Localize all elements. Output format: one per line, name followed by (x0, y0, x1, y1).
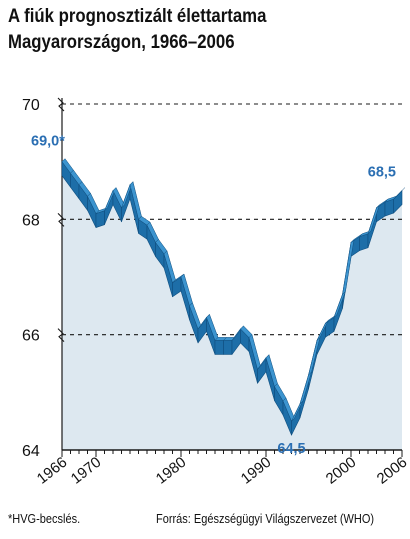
footnote-estimate: *HVG-becslés. (8, 512, 81, 526)
data-point-1972 (111, 195, 116, 200)
y-tick-label-64: 64 (22, 443, 40, 460)
data-point-1978 (162, 258, 167, 263)
data-point-1991 (272, 391, 277, 396)
x-tick-label-1980: 1980 (153, 454, 190, 488)
data-point-1976 (145, 230, 150, 235)
data-point-1993 (289, 426, 294, 431)
data-point-1983 (204, 322, 209, 327)
data-point-1969 (85, 201, 90, 206)
data-point-1981 (187, 310, 192, 315)
data-point-1974 (128, 189, 133, 194)
data-point-2002 (366, 238, 371, 243)
chart-title-line-2: Magyarországon, 1966–2006 (8, 31, 235, 53)
data-point-1987 (238, 333, 243, 338)
data-point-1977 (153, 247, 158, 252)
data-point-1998 (332, 322, 337, 327)
x-tick-label-1970: 1970 (68, 454, 105, 488)
y-tick-label-66: 66 (22, 328, 40, 345)
data-point-1970 (94, 218, 99, 223)
data-label-1993: 64,5 (277, 441, 305, 457)
y-tick-label-70: 70 (22, 97, 40, 114)
data-point-1988 (247, 342, 252, 347)
x-tick-label-2000: 2000 (323, 454, 360, 488)
data-point-1966 (60, 166, 65, 171)
data-point-1973 (119, 212, 124, 217)
data-point-1997 (323, 328, 328, 333)
data-point-1968 (77, 189, 82, 194)
line-segment-top-2005 (393, 187, 406, 200)
data-point-1999 (340, 299, 345, 304)
data-point-2000 (349, 247, 354, 252)
data-point-1994 (298, 408, 303, 413)
area-fill (62, 175, 402, 450)
data-point-1967 (68, 178, 73, 183)
data-point-1985 (221, 345, 226, 350)
data-point-1971 (102, 215, 107, 220)
data-point-1984 (213, 345, 218, 350)
data-point-1990 (264, 362, 269, 367)
x-tick-label-2006: 2006 (374, 454, 410, 488)
data-point-2006 (400, 195, 405, 200)
data-point-1989 (255, 374, 260, 379)
data-point-2003 (374, 212, 379, 217)
x-tick-label-1990: 1990 (238, 454, 275, 488)
data-point-1995 (306, 380, 311, 385)
data-point-1996 (315, 345, 320, 350)
data-label-2006: 68,5 (368, 165, 396, 181)
data-point-2001 (357, 241, 362, 246)
data-point-1979 (170, 287, 175, 292)
data-point-1982 (196, 333, 201, 338)
data-point-1992 (281, 405, 286, 410)
data-point-1975 (136, 224, 141, 229)
y-tick-label-68: 68 (22, 212, 40, 229)
data-point-2004 (383, 207, 388, 212)
source-credit: Forrás: Egészségügyi Világszervezet (WHO… (156, 512, 375, 526)
data-point-1986 (230, 345, 235, 350)
data-point-2005 (391, 204, 396, 209)
data-label-1966: 69,0* (31, 134, 65, 150)
data-point-1980 (179, 282, 184, 287)
chart-title-line-1: A fiúk prognosztizált élettartama (8, 5, 267, 27)
